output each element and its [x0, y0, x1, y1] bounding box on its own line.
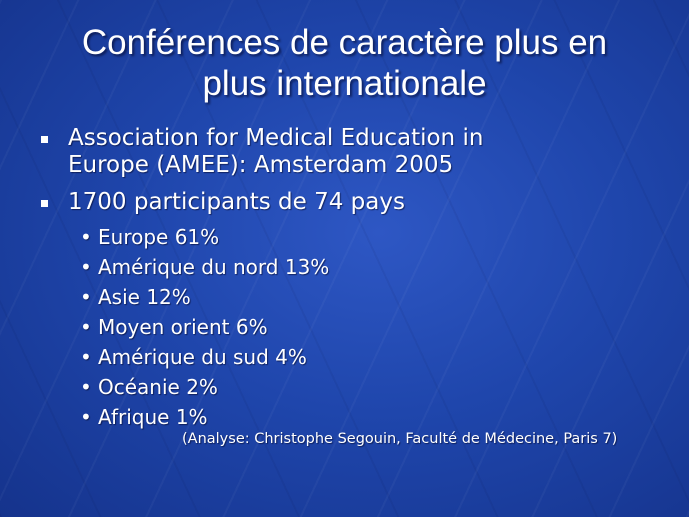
region-label: Océanie 2%	[98, 375, 218, 399]
region-item-oceania: • Océanie 2%	[78, 372, 638, 402]
region-item-middle-east: • Moyen orient 6%	[78, 312, 638, 342]
square-bullet-icon	[41, 136, 48, 143]
region-label: Amérique du nord 13%	[98, 255, 330, 279]
dot-bullet-icon: •	[80, 375, 92, 399]
dot-bullet-icon: •	[80, 315, 92, 339]
square-bullet-icon	[41, 200, 48, 207]
main-bullet-participants: 1700 participants de 74 pays	[40, 189, 660, 216]
main-bullet-line-1: Association for Medical Education in	[68, 125, 484, 151]
region-item-asia: • Asie 12%	[78, 282, 638, 312]
region-item-north-america: • Amérique du nord 13%	[78, 252, 638, 282]
main-bullet-line-1: 1700 participants de 74 pays	[68, 189, 405, 215]
dot-bullet-icon: •	[80, 405, 92, 429]
region-label: Europe 61%	[98, 225, 220, 249]
region-item-south-america: • Amérique du sud 4%	[78, 342, 638, 372]
region-label: Asie 12%	[98, 285, 191, 309]
source-citation: (Analyse: Christophe Segouin, Faculté de…	[182, 431, 618, 447]
slide-title-line-2: plus internationale	[202, 64, 487, 103]
region-item-africa: • Afrique 1%	[78, 402, 638, 432]
slide-title-line-1: Conférences de caractère plus en	[81, 23, 608, 62]
dot-bullet-icon: •	[80, 285, 92, 309]
main-bullet-line-2: Europe (AMEE): Amsterdam 2005	[68, 152, 454, 178]
dot-bullet-icon: •	[80, 225, 92, 249]
main-bullet-list: Association for Medical Education in Eur…	[40, 125, 660, 226]
slide-title: Conférences de caractère plus en plus in…	[0, 22, 689, 104]
region-label: Amérique du sud 4%	[98, 345, 307, 369]
region-item-europe: • Europe 61%	[78, 222, 638, 252]
region-label: Afrique 1%	[98, 405, 208, 429]
main-bullet-amee: Association for Medical Education in Eur…	[40, 125, 660, 179]
dot-bullet-icon: •	[80, 345, 92, 369]
region-breakdown-list: • Europe 61% • Amérique du nord 13% • As…	[78, 222, 638, 432]
dot-bullet-icon: •	[80, 255, 92, 279]
region-label: Moyen orient 6%	[98, 315, 268, 339]
